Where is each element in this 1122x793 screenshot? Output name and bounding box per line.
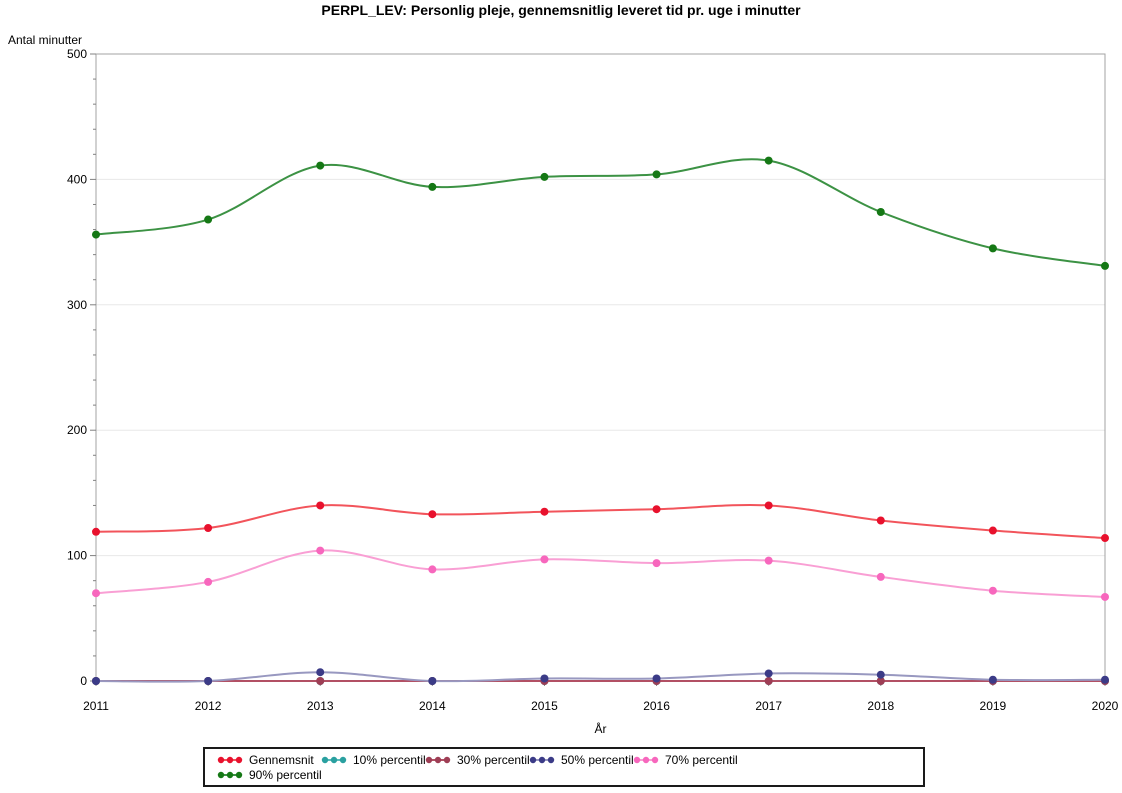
series-marker-50-percentil — [92, 677, 100, 685]
chart-legend: Gennemsnit 10% percentil 30% percentil 50% … — [203, 747, 925, 787]
series-marker-gennemsnit — [1101, 534, 1109, 543]
y-tick-label: 500 — [67, 47, 87, 61]
y-tick-label: 400 — [67, 172, 87, 186]
series-marker-gennemsnit — [316, 501, 325, 510]
legend-item-30-percentil: 30% percentil — [425, 752, 530, 767]
series-marker-90-percentil — [764, 156, 773, 165]
legend-item-50-percentil: 50% percentil — [529, 752, 634, 767]
series-marker-90-percentil — [876, 208, 885, 217]
series-marker-gennemsnit — [204, 524, 213, 533]
y-tick-label: 100 — [67, 549, 87, 563]
series-marker-50-percentil — [1101, 675, 1109, 684]
y-tick-label: 300 — [67, 298, 87, 312]
legend-label: 70% percentil — [665, 752, 738, 767]
series-marker-90-percentil — [92, 230, 100, 239]
chart-title: PERPL_LEV: Personlig pleje, gennemsnitli… — [321, 2, 801, 18]
series-marker-70-percentil — [316, 546, 325, 555]
legend-row: 90% percentil — [217, 768, 923, 782]
series-marker-70-percentil — [652, 559, 661, 568]
x-tick-label: 2015 — [531, 699, 558, 713]
series-marker-gennemsnit — [876, 516, 885, 525]
legend-label: Gennemsnit — [249, 752, 314, 767]
x-tick-label: 2020 — [1092, 699, 1119, 713]
series-marker-90-percentil — [428, 182, 437, 191]
series-marker-70-percentil — [876, 572, 885, 581]
series-line-50-percentil — [95, 671, 1106, 683]
series-line-70-percentil — [95, 549, 1106, 598]
series-marker-30-percentil — [316, 677, 325, 685]
x-tick-label: 2019 — [980, 699, 1007, 713]
series-marker-90-percentil — [316, 161, 325, 170]
series-marker-icon — [529, 756, 555, 763]
series-marker-icon — [217, 756, 243, 763]
x-tick-label: 2012 — [195, 699, 222, 713]
legend-row: Gennemsnit 10% percentil 30% percentil 50% … — [217, 753, 923, 767]
legend-item-90-percentil: 90% percentil — [217, 767, 322, 782]
legend-item-70-percentil: 70% percentil — [633, 752, 738, 767]
series-marker-70-percentil — [540, 555, 549, 564]
series-marker-gennemsnit — [764, 501, 773, 510]
series-marker-90-percentil — [204, 215, 213, 224]
series-marker-70-percentil — [764, 556, 773, 565]
legend-label: 10% percentil — [353, 752, 426, 767]
y-tick-label: 200 — [67, 423, 87, 437]
series-marker-icon — [425, 756, 451, 763]
series-marker-icon — [633, 756, 659, 763]
x-tick-label: 2016 — [643, 699, 670, 713]
legend-label: 50% percentil — [561, 752, 634, 767]
series-marker-gennemsnit — [652, 505, 661, 514]
y-axis-label: Antal minutter — [8, 33, 83, 47]
series-marker-icon — [217, 771, 243, 778]
series-marker-70-percentil — [92, 589, 100, 598]
series-marker-50-percentil — [764, 669, 773, 678]
x-axis-label: År — [594, 722, 607, 736]
series-marker-50-percentil — [540, 674, 549, 683]
legend-item-10-percentil: 10% percentil — [321, 752, 426, 767]
x-tick-label: 2013 — [307, 699, 334, 713]
x-tick-label: 2017 — [755, 699, 782, 713]
series-marker-50-percentil — [988, 675, 997, 684]
series-marker-90-percentil — [1101, 261, 1109, 270]
legend-label: 30% percentil — [457, 752, 530, 767]
series-marker-90-percentil — [540, 172, 549, 181]
line-chart-plot: 0 100 200 300 400 500 2011 2012 2013 2014 2015 2016… — [67, 47, 1119, 713]
x-tick-label: 2018 — [867, 699, 894, 713]
series-marker-50-percentil — [876, 670, 885, 679]
series-marker-90-percentil — [652, 170, 661, 179]
series-marker-50-percentil — [204, 677, 213, 685]
series-marker-gennemsnit — [92, 527, 100, 536]
series-marker-gennemsnit — [988, 526, 997, 535]
series-marker-gennemsnit — [428, 510, 437, 519]
series-line-90-percentil — [95, 158, 1106, 267]
series-marker-gennemsnit — [540, 507, 549, 516]
series-marker-70-percentil — [1101, 592, 1109, 601]
series-marker-50-percentil — [316, 668, 325, 677]
x-tick-label: 2011 — [83, 699, 109, 713]
legend-item-gennemsnit: Gennemsnit — [217, 753, 321, 767]
series-marker-icon — [321, 756, 347, 763]
series-marker-30-percentil — [764, 677, 773, 685]
series-marker-30-percentil — [876, 677, 885, 685]
series-line-gennemsnit — [95, 503, 1106, 540]
series-marker-90-percentil — [988, 244, 997, 253]
legend-label: 90% percentil — [249, 767, 322, 782]
x-tick-label: 2014 — [419, 699, 446, 713]
series-marker-50-percentil — [652, 674, 661, 683]
y-tick-label: 0 — [80, 674, 87, 688]
series-marker-70-percentil — [428, 565, 437, 574]
series-marker-70-percentil — [204, 577, 213, 586]
series-marker-70-percentil — [988, 586, 997, 595]
series-marker-50-percentil — [428, 677, 437, 685]
